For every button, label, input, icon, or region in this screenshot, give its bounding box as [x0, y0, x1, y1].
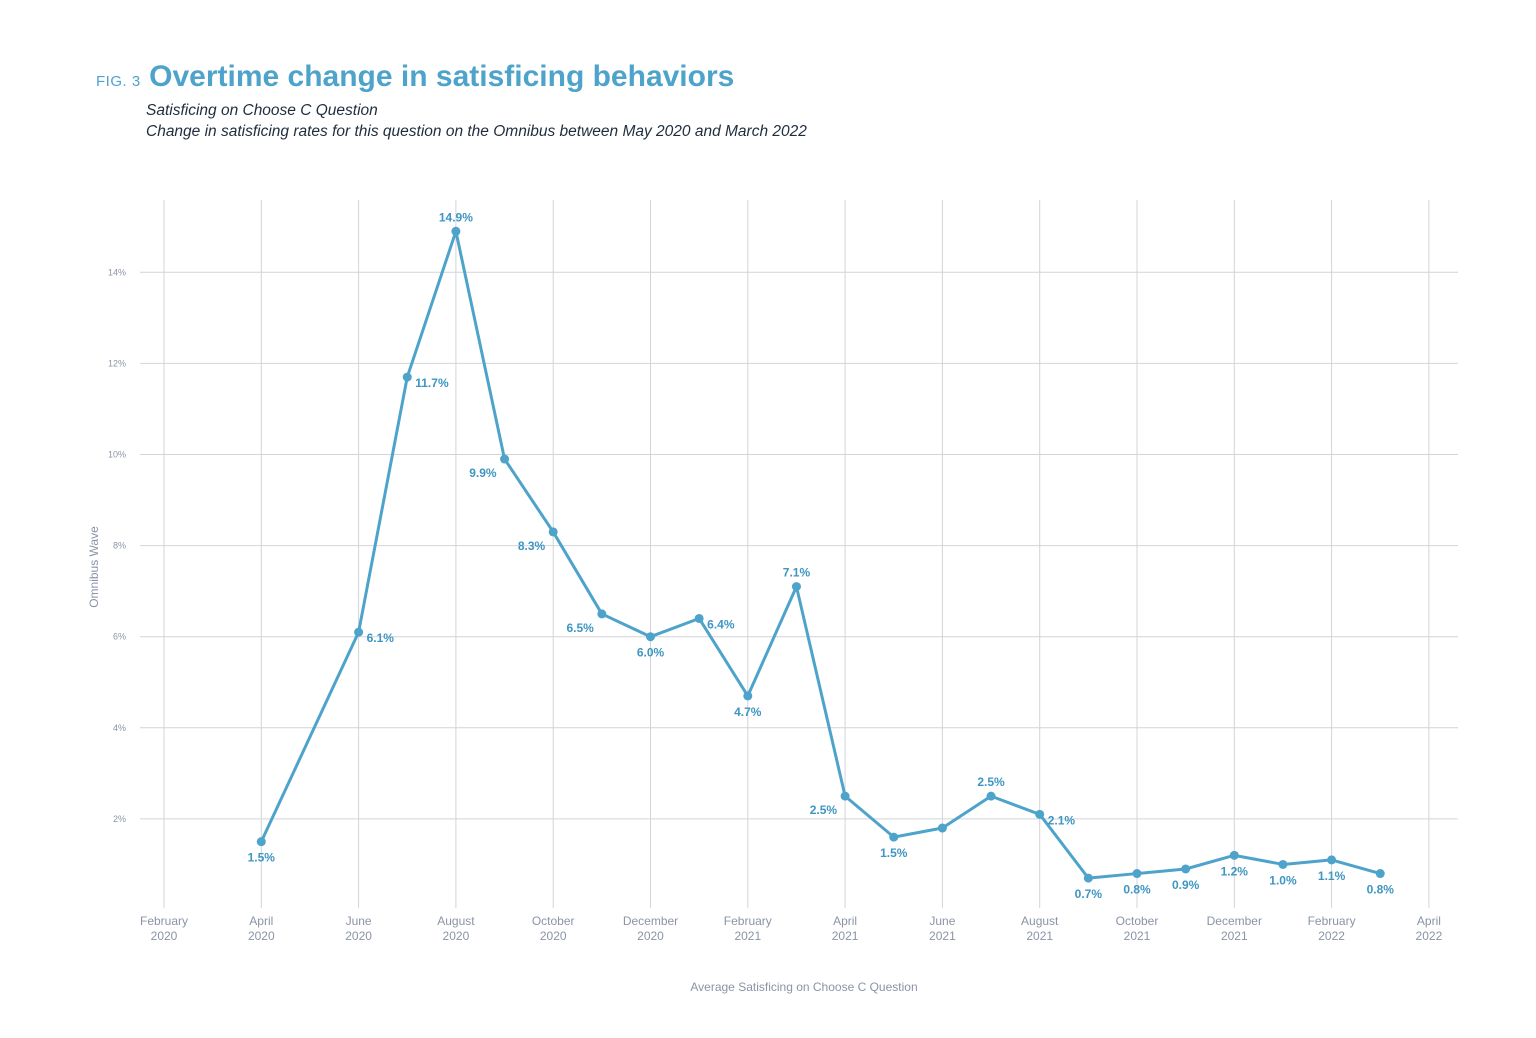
data-point: [256, 837, 266, 847]
data-point: [1278, 859, 1288, 869]
data-label: 8.3%: [518, 539, 546, 553]
data-point: [1035, 809, 1045, 819]
data-label: 6.5%: [566, 621, 594, 635]
data-point: [1229, 850, 1239, 860]
data-point: [986, 791, 996, 801]
x-tick-label: June: [346, 914, 372, 928]
y-axis-title: Omnibus Wave: [87, 526, 101, 608]
data-label: 4.7%: [734, 705, 762, 719]
data-point: [1181, 864, 1191, 874]
data-point: [597, 609, 607, 619]
data-point: [548, 527, 558, 537]
series-line: [259, 229, 1381, 880]
data-label: 1.0%: [1269, 873, 1297, 887]
x-axis-title: Average Satisficing on Choose C Question: [690, 980, 917, 994]
x-tick-label: June: [929, 914, 955, 928]
data-point: [840, 791, 850, 801]
data-point: [1327, 855, 1337, 865]
data-label: 2.5%: [810, 803, 838, 817]
data-point: [354, 627, 364, 637]
data-label: 7.1%: [783, 566, 811, 580]
x-tick-label: October: [532, 914, 575, 928]
x-tick-label: April: [1417, 914, 1441, 928]
x-tick-label: February: [1308, 914, 1356, 928]
data-point: [694, 613, 704, 623]
chart-description: Change in satisficing rates for this que…: [146, 123, 807, 140]
data-label: 1.5%: [880, 846, 908, 860]
y-tick-label: 10%: [108, 450, 126, 460]
chart-subtitle: Satisficing on Choose C Question: [146, 102, 378, 119]
data-point: [743, 691, 753, 701]
y-tick-label: 12%: [108, 358, 126, 368]
data-point: [646, 632, 655, 642]
data-point: [1375, 869, 1385, 879]
x-tick-label: 2020: [443, 929, 470, 943]
data-point: [1132, 869, 1142, 879]
y-tick-label: 2%: [113, 814, 126, 824]
data-label: 14.9%: [439, 210, 473, 224]
data-label: 1.2%: [1221, 864, 1249, 878]
data-label: 11.7%: [415, 376, 449, 390]
x-tick-label: 2022: [1318, 929, 1345, 943]
data-label: 1.1%: [1318, 869, 1346, 883]
data-label: 2.1%: [1048, 813, 1076, 827]
x-tick-label: 2020: [248, 929, 275, 943]
data-point: [402, 372, 412, 382]
data-point: [937, 823, 947, 833]
x-tick-label: 2020: [540, 929, 567, 943]
data-label: 2.5%: [977, 775, 1005, 789]
data-label: 0.9%: [1172, 878, 1200, 892]
x-tick-label: 2021: [929, 929, 956, 943]
x-tick-label: 2021: [1221, 929, 1248, 943]
data-label: 6.1%: [367, 631, 395, 645]
figure-label: FIG. 3: [96, 73, 141, 90]
x-tick-label: 2020: [151, 929, 178, 943]
x-tick-label: 2021: [1026, 929, 1053, 943]
data-point: [889, 832, 899, 842]
data-label: 6.4%: [707, 617, 735, 631]
x-tick-label: 2021: [1124, 929, 1151, 943]
data-label: 0.8%: [1367, 883, 1395, 897]
x-tick-label: April: [249, 914, 273, 928]
y-tick-label: 4%: [113, 723, 126, 733]
figure-title: Overtime change in satisficing behaviors: [149, 60, 735, 93]
x-tick-label: August: [437, 914, 475, 928]
data-point: [451, 226, 461, 236]
data-point: [500, 454, 510, 464]
x-tick-label: October: [1116, 914, 1159, 928]
data-label: 0.8%: [1123, 883, 1151, 897]
x-tick-label: 2021: [832, 929, 859, 943]
data-point: [791, 582, 801, 592]
data-label: 9.9%: [469, 466, 497, 480]
y-tick-label: 14%: [108, 267, 126, 277]
x-tick-label: 2021: [734, 929, 761, 943]
x-tick-label: 2022: [1416, 929, 1443, 943]
x-tick-label: December: [623, 914, 678, 928]
x-tick-label: 2020: [637, 929, 664, 943]
x-tick-label: August: [1021, 914, 1059, 928]
data-label: 1.5%: [248, 851, 276, 865]
y-tick-label: 6%: [113, 632, 126, 642]
data-label: 0.7%: [1075, 887, 1103, 901]
x-tick-label: December: [1207, 914, 1262, 928]
y-tick-label: 8%: [113, 541, 126, 551]
data-point: [1083, 873, 1093, 883]
x-tick-label: February: [140, 914, 188, 928]
x-tick-label: 2020: [345, 929, 372, 943]
x-tick-label: February: [724, 914, 772, 928]
figure-header: FIG. 3 Overtime change in satisficing be…: [96, 60, 734, 94]
x-tick-label: April: [833, 914, 857, 928]
data-label: 6.0%: [637, 646, 665, 660]
